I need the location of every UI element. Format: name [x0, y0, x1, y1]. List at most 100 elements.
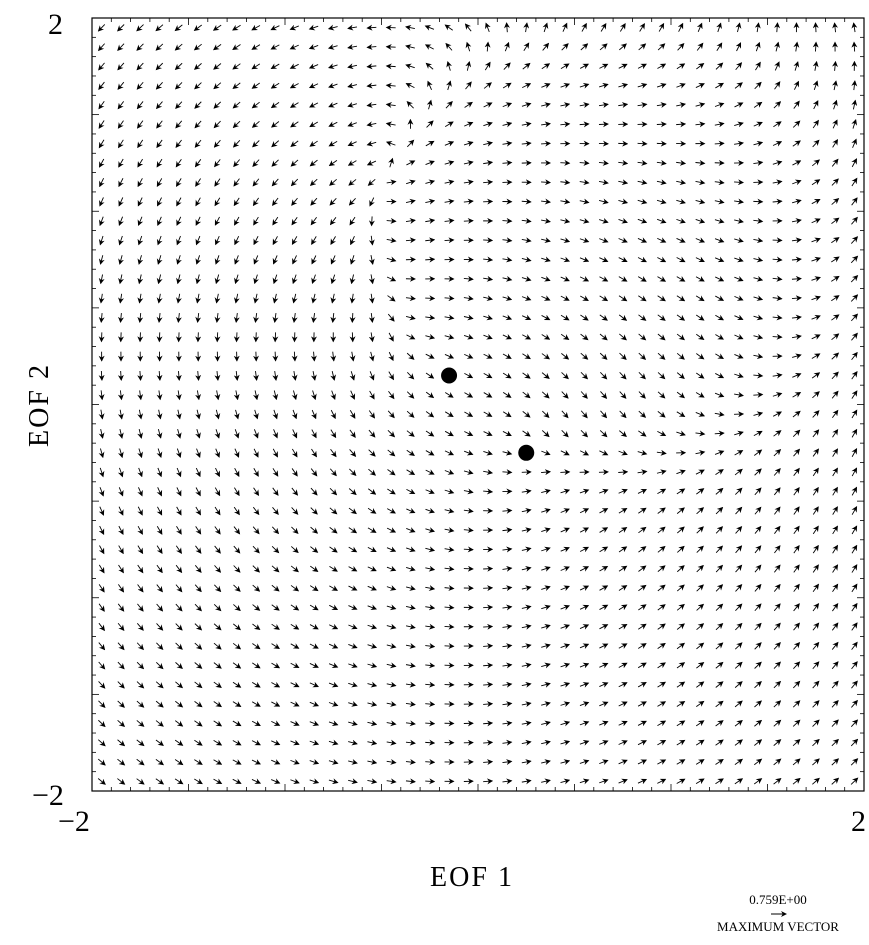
- vector-arrow: [155, 661, 164, 670]
- vector-arrow: [328, 63, 338, 70]
- vector-arrow: [308, 43, 319, 50]
- vector-arrow: [832, 428, 839, 438]
- vector-arrow: [521, 121, 532, 128]
- vector-arrow: [136, 720, 145, 727]
- vector-arrow: [580, 352, 589, 360]
- vector-arrow: [406, 410, 415, 418]
- vector-arrow: [832, 80, 838, 91]
- vector-arrow: [213, 43, 222, 51]
- vector-arrow: [348, 701, 358, 707]
- vector-arrow: [637, 140, 648, 147]
- vector-arrow: [483, 701, 494, 708]
- vector-arrow: [367, 643, 378, 649]
- vector-arrow: [98, 448, 105, 459]
- vector-arrow: [388, 371, 394, 381]
- vector-arrow: [812, 410, 820, 418]
- fixed-point-marker: [518, 444, 535, 461]
- vector-arrow: [117, 681, 125, 689]
- vector-arrow: [812, 564, 819, 573]
- vector-arrow: [639, 22, 645, 32]
- vector-arrow: [695, 83, 705, 89]
- vector-arrow: [98, 139, 105, 149]
- vector-arrow: [851, 371, 858, 380]
- vector-arrow: [560, 682, 571, 688]
- vector-arrow: [214, 197, 221, 207]
- vector-arrow: [676, 237, 686, 243]
- vector-arrow: [676, 662, 686, 669]
- vector-arrow: [580, 372, 589, 380]
- vector-arrow: [521, 488, 532, 495]
- vector-arrow: [213, 739, 223, 746]
- vector-arrow: [425, 758, 436, 765]
- vector-arrow: [406, 469, 416, 475]
- vector-arrow: [850, 738, 859, 747]
- vector-arrow: [600, 391, 608, 399]
- vector-arrow: [579, 701, 590, 708]
- vector-arrow: [137, 584, 144, 593]
- vector-arrow: [328, 681, 339, 688]
- vector-arrow: [541, 701, 551, 708]
- vector-arrow: [406, 352, 415, 360]
- vector-arrow: [792, 353, 802, 360]
- vector-arrow: [329, 198, 337, 206]
- vector-arrow: [425, 160, 435, 166]
- vector-arrow: [791, 334, 802, 340]
- vector-arrow: [290, 681, 300, 688]
- vector-arrow: [252, 584, 261, 592]
- vector-arrow: [156, 139, 163, 149]
- vector-arrow: [330, 313, 337, 324]
- vector-arrow: [175, 313, 182, 324]
- vector-arrow: [233, 487, 240, 497]
- vector-arrow: [291, 409, 298, 420]
- vector-arrow: [521, 585, 532, 592]
- vector-arrow: [98, 506, 105, 516]
- vector-arrow: [599, 585, 609, 591]
- vector-arrow: [541, 237, 551, 244]
- vector-arrow: [734, 237, 744, 243]
- vector-arrow: [195, 197, 202, 207]
- vector-arrow: [156, 255, 163, 265]
- vector-arrow: [792, 179, 802, 186]
- vector-arrow: [734, 700, 743, 708]
- vector-arrow: [734, 121, 744, 128]
- vector-arrow: [753, 237, 764, 244]
- vector-arrow: [735, 603, 743, 611]
- vector-arrow: [406, 527, 416, 533]
- vector-arrow: [463, 179, 474, 186]
- vector-arrow: [676, 642, 686, 650]
- vector-arrow: [328, 720, 339, 727]
- vector-arrow: [272, 468, 279, 477]
- vector-arrow: [348, 507, 357, 515]
- vector-arrow: [561, 353, 570, 360]
- vector-arrow: [289, 82, 299, 89]
- vector-arrow: [366, 63, 377, 70]
- vector-arrow: [444, 198, 455, 205]
- vector-arrow: [676, 526, 685, 534]
- vector-arrow: [232, 642, 242, 650]
- vector-arrow: [734, 256, 744, 263]
- vector-arrow: [521, 198, 532, 205]
- vector-arrow: [195, 235, 202, 246]
- vector-arrow: [695, 392, 705, 398]
- vector-arrow: [463, 140, 474, 147]
- vector-arrow: [792, 758, 801, 766]
- vector-arrow: [715, 506, 724, 515]
- vector-arrow: [714, 411, 725, 418]
- vector-arrow: [850, 236, 859, 244]
- vector-arrow: [405, 24, 415, 31]
- vector-arrow: [638, 352, 647, 360]
- vector-arrow: [521, 662, 532, 669]
- vector-arrow: [521, 778, 532, 785]
- vector-arrow: [735, 525, 743, 534]
- vector-arrow: [386, 217, 397, 224]
- vector-arrow: [349, 449, 357, 457]
- vector-arrow: [657, 352, 666, 360]
- vector-arrow: [155, 82, 163, 90]
- vector-arrow: [137, 274, 144, 285]
- vector-arrow: [714, 450, 725, 456]
- vector-arrow: [195, 448, 201, 458]
- vector-arrow: [773, 622, 781, 631]
- vector-arrow: [831, 295, 840, 302]
- vector-arrow: [522, 430, 531, 437]
- vector-arrow: [308, 24, 319, 31]
